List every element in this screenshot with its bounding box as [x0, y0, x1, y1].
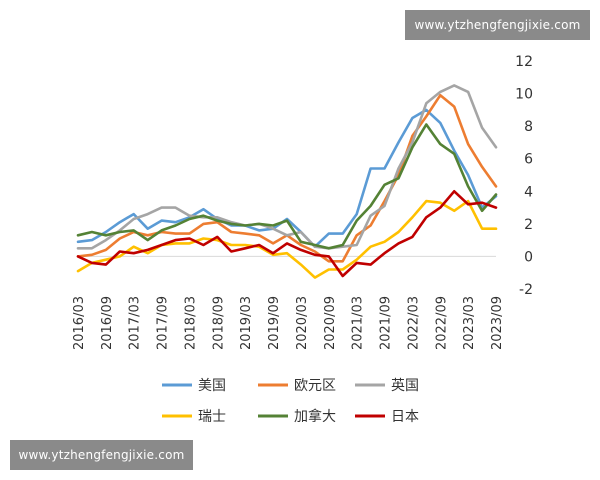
watermark-top: www.ytzhengfengjixie.com [405, 10, 590, 40]
y-tick-label: 10 [515, 87, 533, 103]
x-tick-label: 2016/09 [100, 296, 115, 350]
series-line-2 [76, 84, 498, 250]
x-tick-label: 2021/09 [379, 296, 394, 350]
x-tick-label: 2017/09 [156, 296, 171, 350]
x-tick-label: 2018/03 [183, 296, 198, 350]
y-tick-label: 8 [524, 119, 533, 135]
legend-label: 英国 [391, 377, 419, 394]
legend-label: 加拿大 [294, 408, 336, 425]
legend-label: 美国 [198, 378, 226, 394]
y-tick-label: 12 [515, 54, 533, 70]
x-tick-label: 2016/03 [72, 296, 87, 350]
x-tick-label: 2022/03 [406, 296, 421, 350]
legend-label: 欧元区 [294, 378, 336, 394]
y-tick-label: -2 [519, 282, 533, 298]
x-tick-label: 2023/03 [462, 296, 477, 350]
y-tick-label: 6 [524, 152, 533, 168]
series-lines [76, 84, 498, 279]
x-tick-label: 2019/03 [239, 296, 254, 350]
series-line-4 [76, 123, 498, 250]
x-tick-label: 2020/03 [295, 296, 310, 350]
x-axis-tick-labels: 2016/03 2016/09 2017/03 2017/09 2018/03 2018/… [72, 296, 505, 350]
x-tick-label: 2023/09 [490, 296, 505, 350]
series-line-5 [76, 190, 498, 278]
series-line-3 [76, 199, 498, 279]
y-tick-label: 4 [524, 184, 533, 200]
legend-label: 日本 [391, 409, 419, 425]
x-tick-label: 2018/09 [211, 296, 226, 350]
y-axis-tick-labels: -2 0 2 4 6 8 10 12 [515, 54, 533, 298]
x-tick-label: 2019/09 [267, 296, 282, 350]
x-tick-label: 2017/03 [128, 296, 143, 350]
x-tick-label: 2022/09 [434, 296, 449, 350]
y-tick-label: 0 [524, 249, 533, 265]
y-tick-label: 2 [524, 217, 533, 233]
series-line-0 [76, 108, 498, 248]
legend-label: 瑞士 [198, 409, 226, 425]
x-tick-label: 2021/03 [351, 296, 366, 350]
watermark-bottom: www.ytzhengfengjixie.com [10, 440, 193, 470]
x-tick-label: 2020/09 [323, 296, 338, 350]
